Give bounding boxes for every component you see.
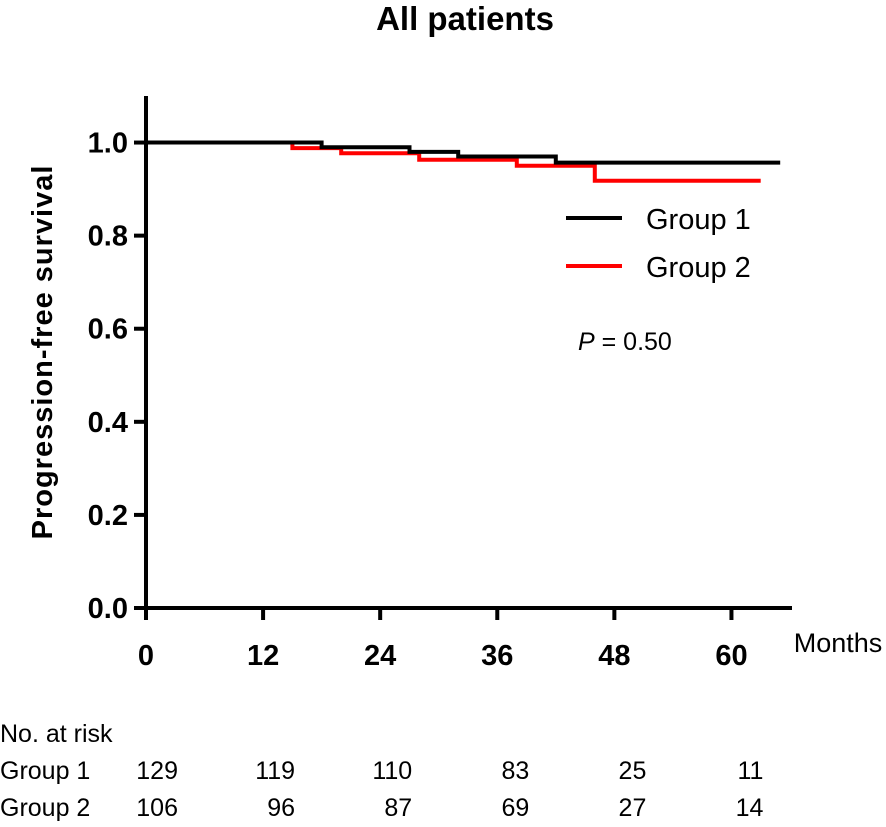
risk-value: 69 [501,794,529,822]
p-value-annotation: P = 0.50 [578,328,672,356]
y-axis-label: Progression-free survival [27,165,59,540]
risk-values: 129 119 110 83 25 11 106 96 87 69 27 14 [136,757,763,822]
x-tick-label: 48 [598,640,630,672]
risk-value: 96 [267,794,295,822]
x-tick-label: 36 [481,640,513,672]
risk-value: 27 [619,794,647,822]
y-ticks: 0.0 0.2 0.4 0.6 0.8 1.0 [88,128,146,625]
legend-label-group2: Group 2 [646,252,751,284]
risk-value: 14 [736,794,764,822]
x-tick-label: 12 [247,640,279,672]
x-tick-label: 60 [715,640,747,672]
y-tick-label: 0.8 [88,221,128,253]
risk-value: 119 [255,757,295,785]
axes [144,96,792,610]
x-tick-label: 24 [364,640,396,672]
risk-value: 129 [136,757,178,785]
x-tick-label: 0 [138,640,154,672]
risk-value: 110 [372,757,412,785]
risk-row-label: Group 2 [0,794,90,822]
y-tick-label: 0.4 [88,407,128,439]
chart-title: All patients [376,0,554,37]
series-line-group-1 [146,140,781,165]
legend: Group 1 Group 2 [566,204,751,284]
p-value-text: = 0.50 [595,328,672,356]
p-value-symbol: P [578,328,595,356]
risk-value: 83 [501,757,529,785]
y-tick-label: 0.6 [88,314,128,346]
risk-value: 87 [384,794,412,822]
x-ticks: 0 12 24 36 48 60 [138,608,748,672]
risk-value: 25 [619,757,647,785]
series-layer [146,140,781,183]
y-tick-label: 1.0 [88,128,128,160]
risk-table: No. at risk Group 1 Group 2 129 119 110 83 2… [0,720,764,822]
risk-row-label: Group 1 [0,757,90,785]
risk-table-header: No. at risk [0,720,113,748]
risk-value: 11 [738,757,764,785]
y-tick-label: 0.2 [88,500,128,532]
y-tick-label: 0.0 [88,593,128,625]
x-axis-label: Months [794,628,883,658]
risk-value: 106 [136,794,178,822]
legend-label-group1: Group 1 [646,204,751,236]
